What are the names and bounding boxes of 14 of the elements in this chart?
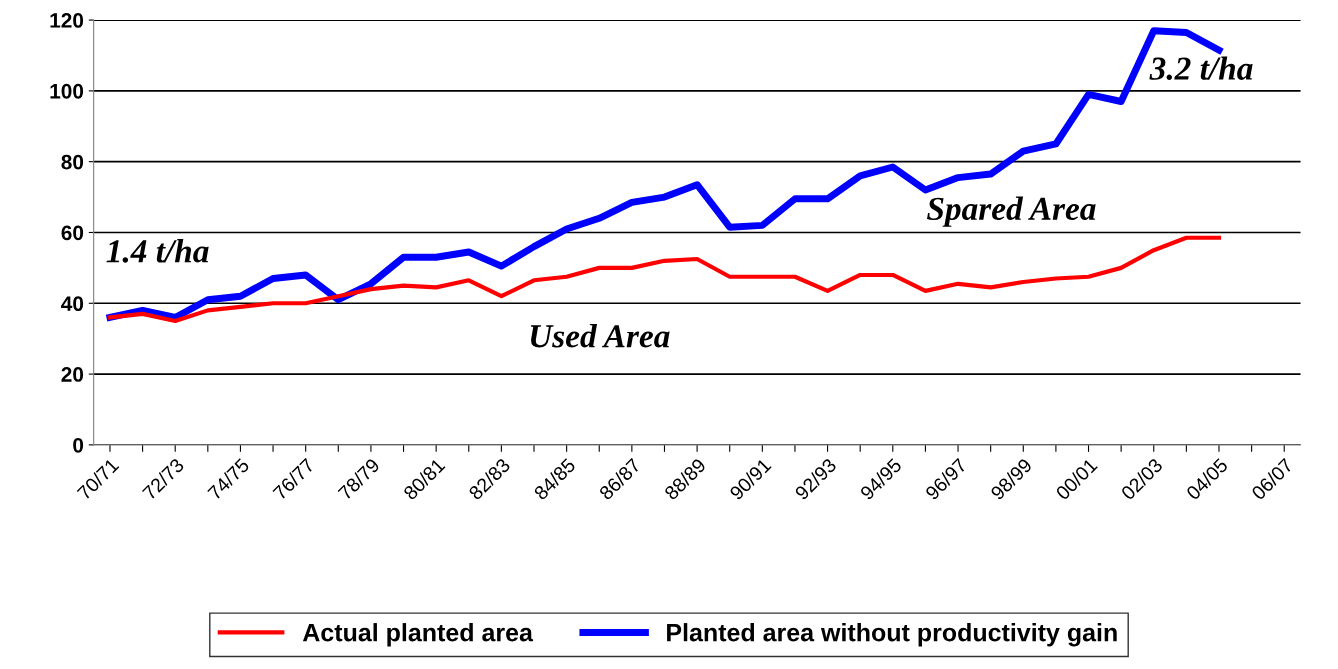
y-tick-label: 0 bbox=[73, 437, 84, 453]
annotation: Used Area bbox=[530, 324, 670, 348]
y-tick-label: 80 bbox=[61, 154, 84, 170]
legend-label: Actual planted area bbox=[302, 623, 534, 647]
y-tick-label: 120 bbox=[50, 13, 84, 28]
line-series bbox=[107, 235, 1222, 324]
y-tick-label: 40 bbox=[61, 296, 84, 312]
legend-label: Planted area without productivity gain bbox=[667, 623, 1117, 647]
annotation: 3.2 t/ha bbox=[1149, 56, 1253, 81]
y-tick-label: 100 bbox=[50, 83, 84, 99]
annotation: Spared Area bbox=[927, 196, 1096, 227]
y-tick-label: 60 bbox=[61, 225, 84, 241]
y-tick-label: 20 bbox=[61, 367, 84, 382]
annotation: 1.4 t/ha bbox=[106, 239, 209, 263]
